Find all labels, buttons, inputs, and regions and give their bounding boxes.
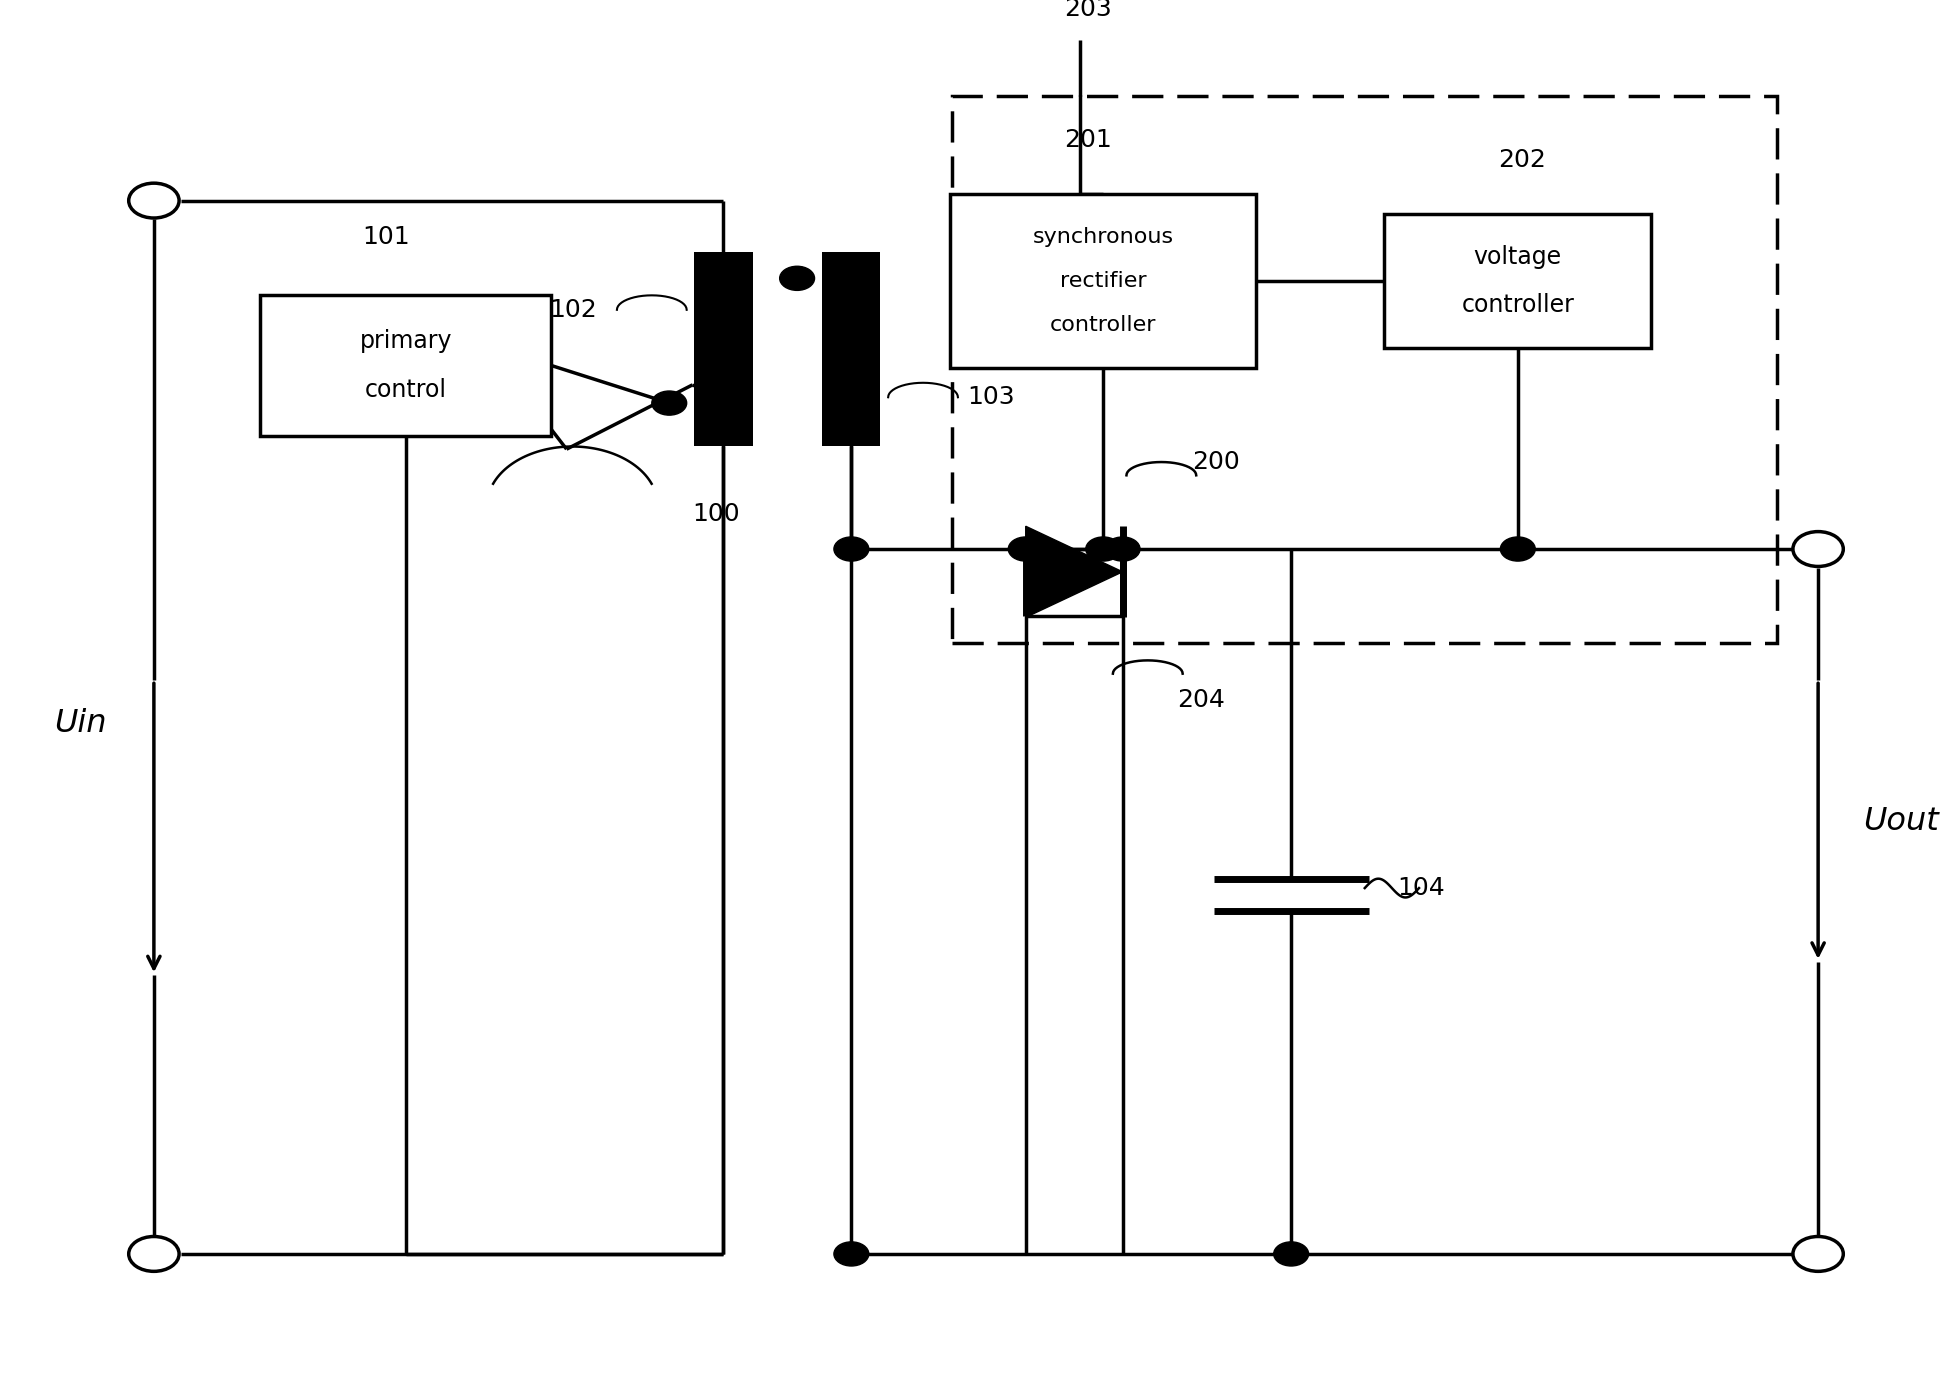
Text: voltage: voltage [1474, 244, 1562, 269]
Text: controller: controller [1049, 315, 1157, 335]
Text: 201: 201 [1063, 128, 1112, 152]
Text: 202: 202 [1497, 149, 1544, 172]
Text: 103: 103 [967, 385, 1016, 410]
Circle shape [1086, 537, 1119, 562]
Text: synchronous: synchronous [1031, 226, 1172, 247]
Bar [822, 251, 881, 446]
Text: 200: 200 [1192, 450, 1239, 473]
Text: 204: 204 [1176, 689, 1223, 712]
Text: control: control [364, 378, 446, 402]
Text: 203: 203 [1063, 0, 1112, 21]
Bar [949, 193, 1256, 368]
Circle shape [129, 184, 178, 218]
Circle shape [1104, 537, 1139, 562]
Bar [951, 97, 1777, 643]
Bar [1384, 214, 1650, 348]
Bar [695, 251, 751, 446]
Text: 104: 104 [1397, 876, 1444, 900]
Text: rectifier: rectifier [1059, 270, 1147, 291]
Bar [260, 295, 550, 436]
Circle shape [1499, 537, 1534, 562]
Circle shape [1793, 531, 1842, 566]
Circle shape [1793, 1236, 1842, 1271]
Text: Uout: Uout [1861, 806, 1937, 836]
Text: Uin: Uin [55, 708, 106, 738]
Circle shape [834, 537, 869, 562]
Text: 100: 100 [693, 501, 740, 526]
Circle shape [779, 266, 814, 290]
Text: 101: 101 [362, 225, 409, 250]
Circle shape [1008, 537, 1043, 562]
Text: controller: controller [1460, 293, 1573, 317]
Polygon shape [1025, 526, 1121, 617]
Circle shape [652, 391, 687, 415]
Circle shape [129, 1236, 178, 1271]
Circle shape [1274, 1242, 1307, 1265]
Text: 102: 102 [548, 298, 597, 322]
Text: primary: primary [360, 330, 452, 353]
Circle shape [834, 1242, 869, 1265]
